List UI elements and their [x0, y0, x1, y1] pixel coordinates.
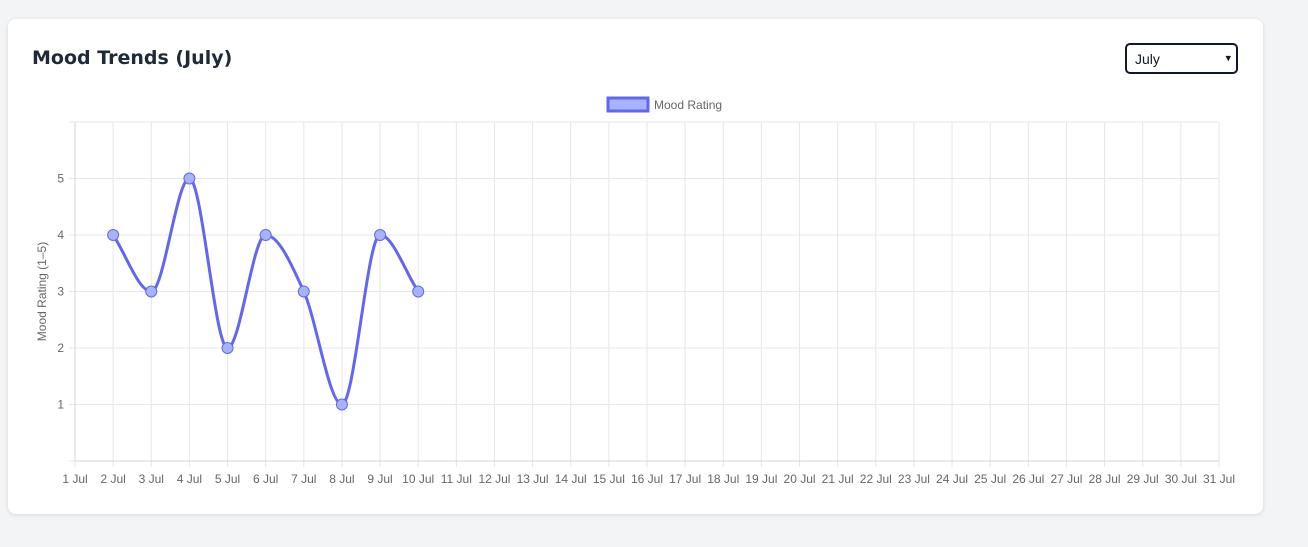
page-title: Mood Trends (July)	[32, 47, 233, 69]
y-tick-label: 4	[57, 228, 64, 242]
x-tick-label: 10 Jul	[402, 472, 434, 486]
x-tick-label: 22 Jul	[860, 472, 892, 486]
data-point	[335, 398, 348, 411]
month-select[interactable]: July ▾	[1125, 43, 1238, 74]
y-tick-label: 5	[57, 172, 64, 186]
x-tick-label: 17 Jul	[669, 472, 701, 486]
data-point	[183, 172, 196, 185]
data-point	[221, 342, 234, 354]
x-tick-label: 23 Jul	[898, 472, 930, 486]
x-tick-label: 6 Jul	[253, 472, 278, 486]
x-tick-label: 11 Jul	[441, 472, 472, 486]
chevron-down-icon: ▾	[1225, 52, 1231, 64]
x-tick-label: 15 Jul	[593, 472, 625, 486]
x-tick-label: 9 Jul	[367, 472, 392, 486]
data-point	[107, 229, 120, 241]
x-tick-label: 7 Jul	[291, 472, 316, 486]
x-tick-label: 26 Jul	[1012, 472, 1044, 486]
data-point	[374, 229, 387, 241]
data-point	[259, 229, 272, 241]
x-tick-label: 8 Jul	[329, 472, 354, 486]
x-tick-label: 2 Jul	[100, 472, 125, 486]
y-tick-label: 2	[57, 341, 64, 355]
x-tick-label: 14 Jul	[555, 472, 587, 486]
y-tick-label: 3	[57, 285, 64, 299]
x-tick-label: 1 Jul	[62, 472, 87, 486]
x-tick-label: 30 Jul	[1165, 472, 1197, 486]
x-tick-label: 25 Jul	[974, 472, 1006, 486]
legend-swatch	[606, 96, 650, 113]
x-tick-label: 5 Jul	[215, 472, 240, 486]
x-tick-label: 3 Jul	[139, 472, 164, 486]
x-tick-label: 24 Jul	[936, 472, 968, 486]
x-tick-label: 31 Jul	[1203, 472, 1235, 486]
x-tick-label: 29 Jul	[1127, 472, 1159, 486]
data-point	[145, 285, 158, 298]
x-tick-label: 28 Jul	[1089, 472, 1121, 486]
x-tick-label: 12 Jul	[478, 472, 510, 486]
month-select-value: July	[1135, 50, 1160, 67]
x-tick-label: 21 Jul	[822, 472, 854, 486]
x-tick-label: 27 Jul	[1050, 472, 1082, 486]
x-tick-label: 16 Jul	[631, 472, 663, 486]
x-tick-label: 13 Jul	[517, 472, 549, 486]
y-tick-label: 1	[57, 398, 64, 412]
x-tick-label: 20 Jul	[784, 472, 816, 486]
x-tick-label: 4 Jul	[177, 472, 202, 486]
x-tick-label: 18 Jul	[707, 472, 739, 486]
x-tick-label: 19 Jul	[745, 472, 777, 486]
data-point	[412, 285, 425, 298]
data-point	[297, 285, 310, 298]
legend-label: Mood Rating	[654, 98, 722, 112]
y-axis-title: Mood Rating (1–5)	[35, 242, 49, 341]
